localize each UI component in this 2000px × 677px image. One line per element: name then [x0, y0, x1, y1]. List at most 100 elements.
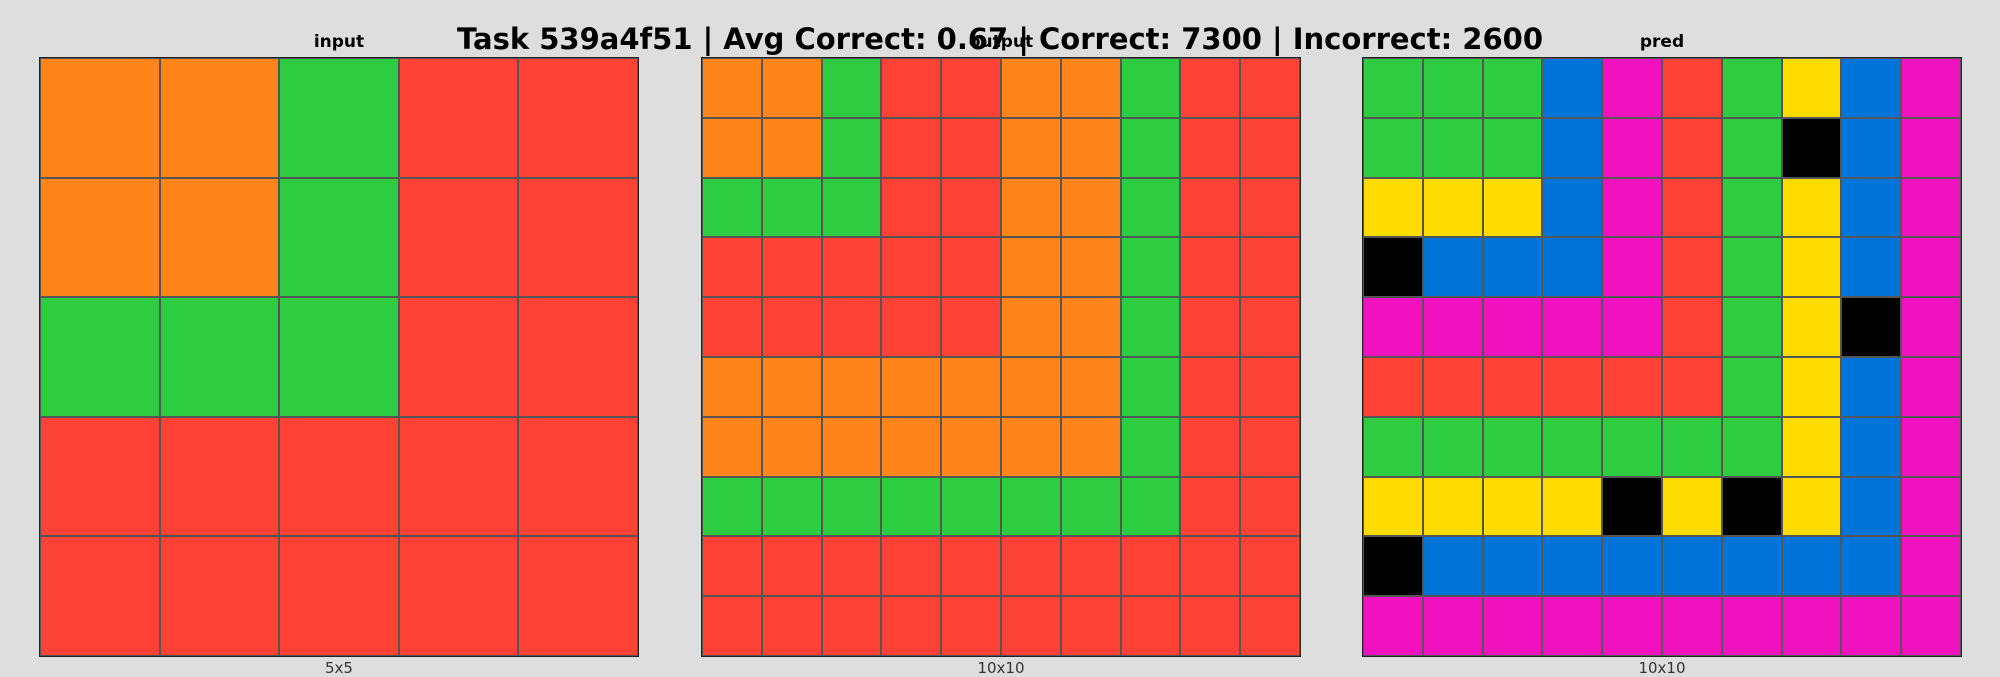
grid-cell: [1661, 237, 1722, 298]
grid-cell: [1180, 416, 1241, 477]
grid-cell: [1060, 416, 1121, 477]
grid-cell: [1120, 596, 1181, 656]
grid-cell: [761, 416, 822, 477]
grid-cell: [1060, 117, 1121, 178]
grid-cell: [1363, 177, 1423, 238]
grid-cell: [1901, 237, 1961, 298]
grid-cell: [1542, 596, 1603, 656]
grid-cell: [1602, 356, 1662, 417]
grid-cell: [1602, 237, 1662, 298]
grid-cell: [941, 476, 1001, 537]
grid-cell: [40, 297, 160, 417]
grid-cell: [702, 117, 762, 178]
grid-cell: [1363, 596, 1423, 656]
grid-dims-output: 10x10: [977, 659, 1025, 677]
figure-title: Task 539a4f51 | Avg Correct: 0.67 | Corr…: [456, 22, 1544, 56]
grid-cell: [1781, 297, 1842, 357]
grid-cell: [761, 476, 822, 537]
grid-cell: [702, 596, 762, 656]
grid-cell: [821, 596, 882, 656]
grid-cell: [1661, 596, 1722, 656]
grid-cell: [1000, 416, 1061, 477]
grid-cell: [1000, 237, 1061, 298]
grid-cell: [1422, 237, 1483, 298]
grid-cell: [1542, 476, 1603, 537]
grid-cell: [1180, 117, 1241, 178]
grid-cell: [1781, 416, 1842, 477]
grid-cell: [1542, 117, 1603, 178]
grid-cell: [279, 536, 399, 656]
panel-label-output: output: [968, 32, 1034, 52]
grid-cell: [761, 356, 822, 417]
grid-cell: [159, 58, 280, 178]
grid-cell: [1721, 416, 1782, 477]
grid-cell: [881, 536, 942, 597]
grid-cell: [1841, 58, 1902, 118]
grid-cell: [1602, 476, 1662, 537]
grid-cell: [821, 356, 882, 417]
grid-cell: [40, 177, 160, 298]
panel-label-input: input: [313, 32, 365, 52]
grid-cell: [1422, 536, 1483, 597]
grid-cell: [1901, 416, 1961, 477]
grid-cell: [1841, 476, 1902, 537]
grid-cell: [518, 58, 638, 178]
grid-cell: [159, 297, 280, 417]
grid-cell: [1120, 536, 1181, 597]
grid-cell: [1781, 596, 1842, 656]
grid-cell: [159, 177, 280, 298]
grid-cell: [1240, 416, 1300, 477]
grid-cell: [1482, 117, 1543, 178]
grid-cell: [1060, 297, 1121, 357]
grid-cell: [1422, 177, 1483, 238]
grid-cell: [1841, 117, 1902, 178]
grid-cell: [1363, 58, 1423, 118]
grid-cell: [1901, 596, 1961, 656]
grid-cell: [518, 297, 638, 417]
grid-cell: [1661, 416, 1722, 477]
grid-cell: [821, 536, 882, 597]
grid-cell: [1721, 356, 1782, 417]
grid-dims-input: 5x5: [325, 659, 353, 677]
grid-cell: [1120, 117, 1181, 178]
grid-cell: [1841, 596, 1902, 656]
grid-cell: [1120, 297, 1181, 357]
grid-cell: [1721, 237, 1782, 298]
grid-cell: [1240, 297, 1300, 357]
grid-cell: [159, 416, 280, 537]
grid-cell: [518, 416, 638, 537]
grid-cell: [1482, 596, 1543, 656]
grid-cell: [1363, 237, 1423, 298]
grid-cell: [1120, 58, 1181, 118]
grid-cell: [1180, 356, 1241, 417]
grid-cell: [1000, 58, 1061, 118]
grid-cell: [1422, 117, 1483, 178]
grid-cell: [1542, 237, 1603, 298]
grid-cell: [1542, 536, 1603, 597]
grid-cell: [881, 356, 942, 417]
grid-cell: [1482, 237, 1543, 298]
grid-cell: [821, 58, 882, 118]
grid-cell: [1721, 297, 1782, 357]
grid-cell: [821, 416, 882, 477]
grid-cell: [1060, 596, 1121, 656]
grid-cell: [881, 177, 942, 238]
grid-cell: [761, 237, 822, 298]
grid-cell: [1602, 536, 1662, 597]
grid-cell: [1363, 117, 1423, 178]
grid-cell: [1363, 416, 1423, 477]
grid-cell: [398, 536, 519, 656]
grid-cell: [1240, 58, 1300, 118]
grid-cell: [881, 596, 942, 656]
grid-cell: [702, 237, 762, 298]
grid-cell: [159, 536, 280, 656]
grid-cell: [1542, 356, 1603, 417]
grid-cell: [1602, 416, 1662, 477]
grid-cell: [702, 297, 762, 357]
panel-label-pred: pred: [1639, 32, 1685, 52]
grid-cell: [881, 237, 942, 298]
grid-cell: [821, 476, 882, 537]
grid-cell: [1781, 58, 1842, 118]
grid-cell: [1721, 536, 1782, 597]
grid-cell: [40, 416, 160, 537]
